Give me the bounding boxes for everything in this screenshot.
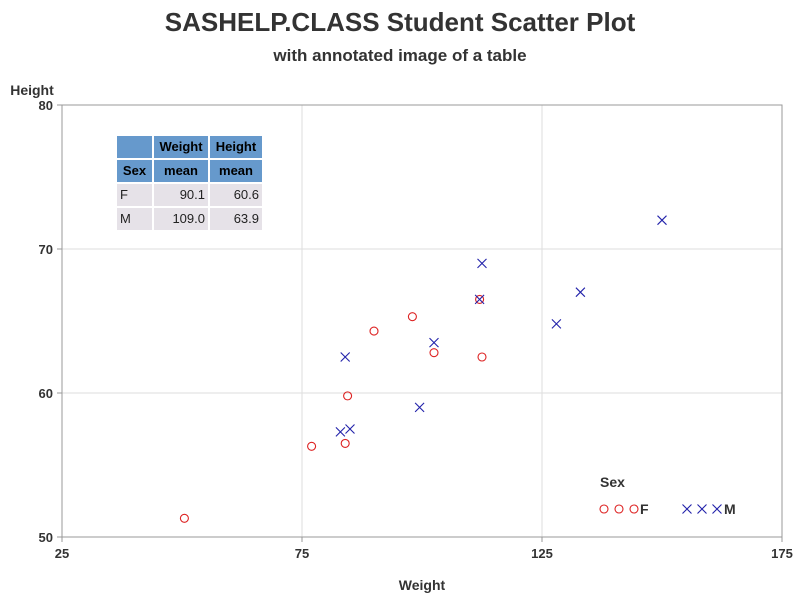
data-point-male — [414, 402, 425, 413]
x-tick-label: 175 — [771, 546, 793, 561]
data-point-female — [429, 348, 439, 358]
data-point-female — [307, 441, 317, 451]
data-point-female — [343, 391, 353, 401]
axis-ticks: 25 75 125 175 50 60 70 80 — [39, 98, 793, 561]
table-cell-height-mean: 63.9 — [210, 208, 262, 230]
table-header-cell: Weight — [154, 136, 208, 158]
table-header-cell: Sex — [117, 160, 152, 182]
y-tick-label: 50 — [39, 530, 53, 545]
legend-label: M — [724, 501, 736, 517]
y-tick-label: 70 — [39, 242, 53, 257]
data-point-male — [474, 294, 485, 305]
data-point-female — [179, 513, 189, 523]
legend-marker-female — [599, 504, 609, 514]
data-point-male — [345, 424, 355, 434]
data-point-male — [477, 258, 487, 269]
table-header-row: Weight Height — [117, 136, 262, 158]
data-point-male — [657, 215, 667, 226]
data-points — [179, 215, 667, 523]
data-point-male — [551, 318, 562, 329]
chart-title: SASHELP.CLASS Student Scatter Plot — [164, 7, 636, 37]
table-header-cell: mean — [210, 160, 262, 182]
chart-subtitle: with annotated image of a table — [273, 46, 527, 65]
data-point-female — [340, 438, 350, 448]
y-axis-label: Height — [10, 82, 54, 98]
table-header-cell: Height — [210, 136, 262, 158]
table-header-cell — [117, 136, 152, 158]
legend-marker-male — [682, 504, 692, 514]
data-point-female — [369, 326, 379, 336]
y-tick-label: 60 — [39, 386, 53, 401]
legend-marker-male — [712, 504, 722, 514]
table-header-row: Sex mean mean — [117, 160, 262, 182]
legend-marker-female — [614, 504, 624, 514]
data-point-male — [340, 352, 351, 362]
data-point-male — [335, 426, 346, 437]
x-axis-label: Weight — [399, 577, 446, 593]
x-tick-label: 75 — [295, 546, 309, 561]
data-point-male — [575, 287, 586, 298]
data-point-female — [407, 312, 417, 322]
x-tick-label: 25 — [55, 546, 69, 561]
data-point-female — [477, 352, 487, 362]
table-row: M 109.0 63.9 — [117, 208, 262, 230]
y-tick-label: 80 — [39, 98, 53, 113]
table-cell-weight-mean: 109.0 — [154, 208, 208, 230]
table-header-cell: mean — [154, 160, 208, 182]
table-row: F 90.1 60.6 — [117, 184, 262, 206]
plot-frame — [61, 104, 783, 538]
legend-marker-female — [629, 504, 639, 514]
table-cell-sex: F — [117, 184, 152, 206]
table-cell-height-mean: 60.6 — [210, 184, 262, 206]
table-cell-weight-mean: 90.1 — [154, 184, 208, 206]
x-tick-label: 125 — [531, 546, 553, 561]
summary-table: Weight Height Sex mean mean F 90.1 60.6 … — [115, 134, 264, 232]
legend-label: F — [640, 501, 649, 517]
legend-title: Sex — [600, 474, 625, 490]
data-point-male — [429, 337, 439, 348]
legend-marker-male — [697, 504, 707, 514]
data-point-female — [475, 294, 485, 304]
grid-lines — [62, 105, 782, 537]
table-cell-sex: M — [117, 208, 152, 230]
